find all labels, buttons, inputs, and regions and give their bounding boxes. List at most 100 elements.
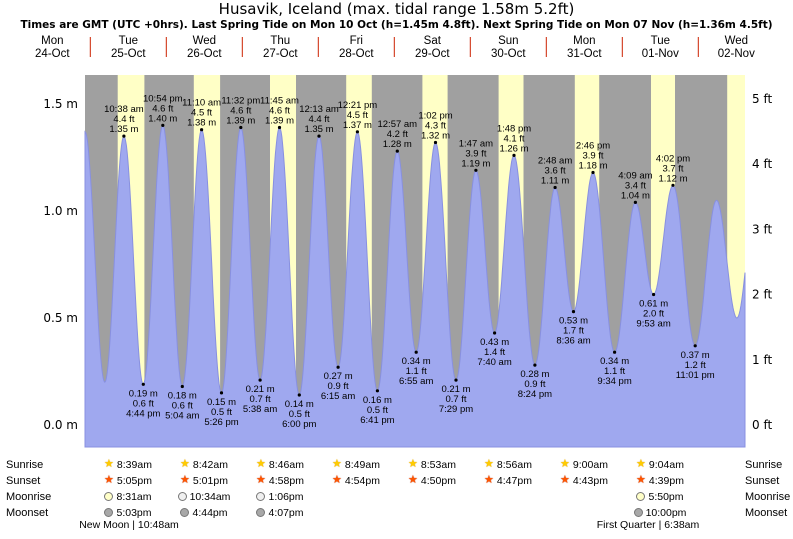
moonrise-icon	[636, 492, 646, 501]
low-tide-label: 5:26 pm	[204, 417, 238, 428]
y-axis-label-ft: 2 ft	[752, 288, 772, 302]
high-tide-label: 1.12 m	[658, 173, 687, 184]
high-tide-label: 4.1 ft	[503, 133, 524, 144]
high-tide-label: 1.19 m	[461, 158, 490, 169]
low-tide-label: 1.1 ft	[406, 366, 427, 377]
sunset-time: 4:58pm	[268, 474, 304, 487]
high-tide-label: 4.6 ft	[230, 106, 251, 117]
high-tide-label: 4.4 ft	[113, 114, 134, 125]
day-label-date: 29-Oct	[415, 48, 450, 60]
low-tide-label: 1.2 ft	[685, 360, 706, 371]
low-tide-label: 4:44 pm	[126, 408, 160, 419]
high-tide-marker	[512, 153, 516, 157]
moonrise-time: 8:31am	[116, 490, 152, 503]
day-label-date: 24-Oct	[35, 48, 70, 60]
low-tide-label: 0.21 m	[441, 384, 470, 395]
low-tide-label: 1.7 ft	[563, 326, 584, 337]
low-tide-label: 7:40 am	[477, 357, 511, 368]
low-tide-label: 0.16 m	[363, 395, 392, 406]
high-tide-label: 4.6 ft	[152, 103, 173, 114]
moonrise-time: 10:34am	[189, 490, 231, 503]
low-tide-label: 0.6 ft	[172, 401, 193, 412]
low-tide-label: 8:24 pm	[518, 389, 552, 400]
high-tide-label: 11:32 pm	[221, 96, 260, 107]
high-tide-label: 4.6 ft	[269, 106, 290, 117]
low-tide-label: 0.43 m	[480, 337, 509, 348]
day-label-dow: Mon	[41, 35, 63, 47]
sunset-entry: ★ 4:58pm	[242, 473, 318, 488]
sunrise-time: 8:53am	[420, 458, 456, 471]
low-tide-label: 1.4 ft	[484, 347, 505, 358]
high-tide-marker	[671, 183, 675, 187]
sunrise-time: 8:39am	[116, 458, 152, 471]
sunset-icon: ★	[256, 474, 266, 486]
high-tide-label: 3.9 ft	[582, 151, 603, 162]
sunset-icon: ★	[104, 474, 114, 486]
low-tide-label: 6:15 am	[321, 391, 355, 402]
low-tide-marker	[375, 389, 379, 393]
y-axis-label-ft: 5 ft	[752, 92, 772, 106]
high-tide-label: 3.7 ft	[662, 163, 683, 174]
low-tide-label: 0.18 m	[168, 391, 197, 402]
y-axis-label-ft: 4 ft	[752, 157, 772, 171]
sunset-time: 4:39pm	[648, 474, 684, 487]
moonrise-time: 5:50pm	[648, 490, 684, 503]
sunrise-time: 8:42am	[192, 458, 228, 471]
sunrise-icon: ★	[560, 458, 570, 470]
high-tide-marker	[633, 200, 638, 204]
high-tide-label: 12:57 am	[377, 119, 417, 130]
low-tide-label: 9:34 pm	[597, 376, 631, 387]
high-tide-label: 1.40 m	[148, 113, 177, 124]
low-tide-marker	[454, 378, 458, 382]
low-tide-label: 0.5 ft	[289, 409, 310, 420]
moonset-entry: 4:44pm	[166, 505, 242, 520]
high-tide-marker	[161, 123, 165, 127]
low-tide-label: 0.9 ft	[328, 381, 349, 392]
row-label-sunset-right: Sunset	[745, 475, 780, 487]
moonset-time: 5:03pm	[116, 506, 152, 519]
day-label-date: 26-Oct	[187, 48, 222, 60]
high-tide-label: 1.04 m	[621, 190, 650, 201]
low-tide-marker	[613, 350, 617, 354]
low-tide-marker	[414, 350, 418, 354]
tide-chart-svg: 10:38 am4.4 ft1.35 m0.19 m0.6 ft4:44 pm1…	[35, 35, 772, 448]
high-tide-label: 11:45 am	[260, 96, 299, 107]
low-tide-label: 0.37 m	[681, 350, 710, 361]
low-tide-label: 8:36 am	[556, 336, 590, 347]
moonset-icon	[256, 508, 266, 517]
high-tide-label: 1.18 m	[578, 161, 607, 172]
sunset-icon: ★	[332, 474, 342, 486]
y-axis-label-ft: 0 ft	[752, 418, 772, 432]
sunrise-time: 8:49am	[344, 458, 380, 471]
high-tide-label: 1.26 m	[499, 143, 528, 154]
row-label-sunrise-left: Sunrise	[6, 459, 44, 471]
high-tide-label: 4.2 ft	[387, 129, 408, 140]
high-tide-marker	[591, 170, 595, 175]
high-tide-marker	[200, 128, 204, 132]
moonset-entry: 10:00pm	[622, 505, 698, 520]
high-tide-label: 1.39 m	[265, 116, 294, 127]
day-label-date: 28-Oct	[339, 48, 374, 60]
sunset-entry: ★ 4:39pm	[622, 473, 698, 488]
y-axis-label-ft: 1 ft	[752, 353, 772, 367]
day-label-date: 31-Oct	[567, 48, 602, 60]
high-tide-label: 4:09 am	[618, 170, 652, 181]
low-tide-label: 0.34 m	[402, 356, 431, 367]
low-tide-label: 0.19 m	[129, 388, 158, 399]
day-label-dow: Tue	[651, 35, 670, 47]
sunset-entry: ★ 4:47pm	[470, 473, 546, 488]
sunrise-icon: ★	[256, 458, 266, 470]
moonrise-entry: 5:50pm	[622, 489, 698, 504]
day-label-dow: Mon	[573, 35, 595, 47]
y-axis-label-ft: 3 ft	[752, 222, 772, 236]
high-tide-label: 3.9 ft	[465, 148, 486, 159]
high-tide-label: 1.39 m	[226, 116, 255, 127]
high-tide-marker	[317, 134, 321, 138]
low-tide-label: 1.1 ft	[604, 366, 625, 377]
low-tide-label: 6:55 am	[399, 376, 433, 387]
low-tide-label: 6:00 pm	[282, 419, 316, 430]
low-tide-label: 0.6 ft	[133, 398, 154, 409]
moonset-time: 4:07pm	[268, 506, 304, 519]
day-label-date: 25-Oct	[111, 48, 146, 60]
